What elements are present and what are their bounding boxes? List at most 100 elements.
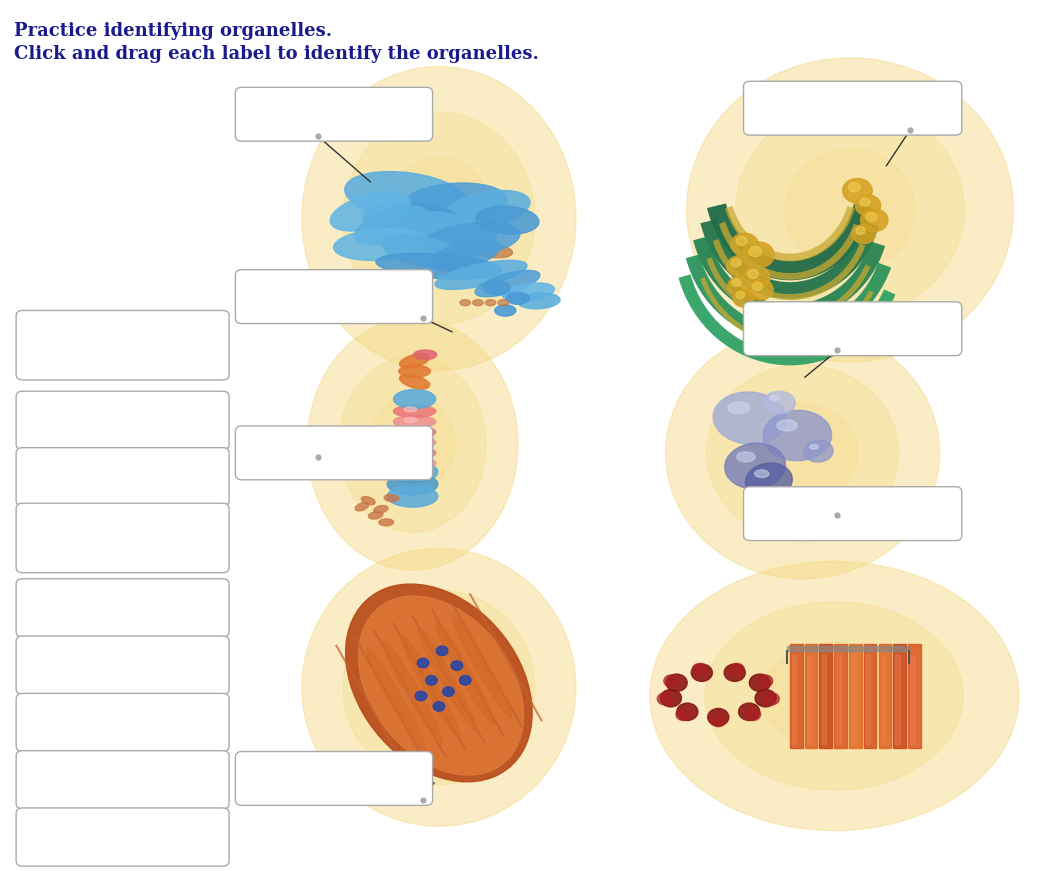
Circle shape	[749, 674, 771, 692]
Ellipse shape	[384, 495, 398, 502]
Circle shape	[433, 702, 445, 711]
Ellipse shape	[495, 305, 516, 316]
Ellipse shape	[393, 405, 435, 417]
Circle shape	[739, 703, 760, 720]
Ellipse shape	[393, 415, 435, 428]
Bar	[893, 644, 906, 748]
Ellipse shape	[737, 452, 755, 462]
Bar	[866, 655, 870, 744]
Circle shape	[460, 676, 471, 685]
Ellipse shape	[401, 235, 443, 250]
Text: Mitochondrion: Mitochondrion	[66, 601, 180, 615]
Circle shape	[742, 242, 774, 268]
Circle shape	[746, 708, 761, 720]
Ellipse shape	[725, 443, 785, 489]
Bar	[895, 655, 900, 744]
Ellipse shape	[302, 66, 576, 370]
FancyBboxPatch shape	[16, 578, 229, 637]
Bar	[836, 655, 840, 744]
FancyBboxPatch shape	[16, 391, 229, 449]
Ellipse shape	[452, 615, 512, 718]
Ellipse shape	[424, 238, 466, 253]
Circle shape	[711, 714, 726, 726]
Bar	[880, 655, 885, 744]
Ellipse shape	[342, 112, 535, 325]
Bar	[806, 655, 811, 744]
Ellipse shape	[745, 463, 793, 498]
Circle shape	[443, 687, 455, 697]
Ellipse shape	[361, 496, 375, 504]
Ellipse shape	[400, 375, 430, 389]
Ellipse shape	[384, 631, 494, 743]
Bar	[786, 645, 909, 651]
Ellipse shape	[687, 57, 1014, 361]
Circle shape	[661, 690, 682, 707]
Circle shape	[748, 246, 761, 257]
Bar	[851, 655, 855, 744]
Ellipse shape	[393, 457, 435, 469]
Ellipse shape	[393, 436, 435, 449]
Ellipse shape	[810, 444, 818, 449]
Circle shape	[664, 675, 679, 687]
Circle shape	[855, 195, 880, 216]
Ellipse shape	[484, 281, 511, 295]
Ellipse shape	[435, 622, 495, 724]
Ellipse shape	[302, 549, 576, 827]
Ellipse shape	[393, 389, 435, 408]
FancyBboxPatch shape	[743, 81, 962, 135]
Circle shape	[708, 708, 729, 726]
Bar	[804, 644, 817, 748]
Ellipse shape	[760, 642, 908, 750]
FancyBboxPatch shape	[16, 693, 229, 752]
FancyBboxPatch shape	[743, 487, 962, 541]
Ellipse shape	[476, 206, 539, 234]
Ellipse shape	[369, 512, 383, 519]
Ellipse shape	[393, 447, 435, 459]
Ellipse shape	[763, 391, 795, 414]
Ellipse shape	[705, 602, 963, 790]
FancyBboxPatch shape	[16, 310, 229, 380]
Circle shape	[676, 703, 698, 720]
Circle shape	[866, 213, 876, 221]
Ellipse shape	[404, 417, 416, 422]
Ellipse shape	[470, 243, 513, 258]
Ellipse shape	[342, 590, 535, 785]
Text: Secretory vesicle: Secretory vesicle	[55, 830, 190, 844]
Circle shape	[842, 179, 872, 203]
Ellipse shape	[370, 394, 455, 495]
Ellipse shape	[355, 230, 396, 245]
Ellipse shape	[378, 233, 420, 247]
Circle shape	[849, 182, 860, 192]
Circle shape	[692, 664, 707, 676]
Ellipse shape	[367, 648, 425, 751]
Circle shape	[418, 658, 429, 668]
FancyBboxPatch shape	[16, 503, 229, 572]
Circle shape	[736, 237, 747, 246]
Text: Rough endoplasmic
reticulum: Rough endoplasmic reticulum	[47, 523, 200, 554]
Bar	[790, 644, 802, 748]
Ellipse shape	[374, 505, 388, 513]
Circle shape	[731, 259, 741, 267]
Ellipse shape	[345, 172, 469, 222]
Ellipse shape	[404, 428, 416, 433]
Circle shape	[451, 661, 463, 671]
Ellipse shape	[400, 354, 430, 368]
Bar	[864, 644, 876, 748]
Circle shape	[742, 267, 769, 289]
Ellipse shape	[384, 642, 443, 744]
Ellipse shape	[763, 410, 832, 461]
Ellipse shape	[713, 392, 786, 444]
FancyBboxPatch shape	[236, 752, 432, 806]
Circle shape	[730, 233, 758, 256]
Ellipse shape	[378, 519, 393, 526]
Bar	[849, 644, 861, 748]
Text: Golgi complex: Golgi complex	[68, 469, 178, 483]
Ellipse shape	[418, 629, 477, 731]
Ellipse shape	[460, 300, 470, 306]
Ellipse shape	[784, 149, 915, 271]
Ellipse shape	[387, 485, 438, 507]
FancyBboxPatch shape	[16, 751, 229, 809]
Circle shape	[731, 279, 741, 287]
Ellipse shape	[485, 300, 496, 306]
Ellipse shape	[358, 596, 523, 775]
